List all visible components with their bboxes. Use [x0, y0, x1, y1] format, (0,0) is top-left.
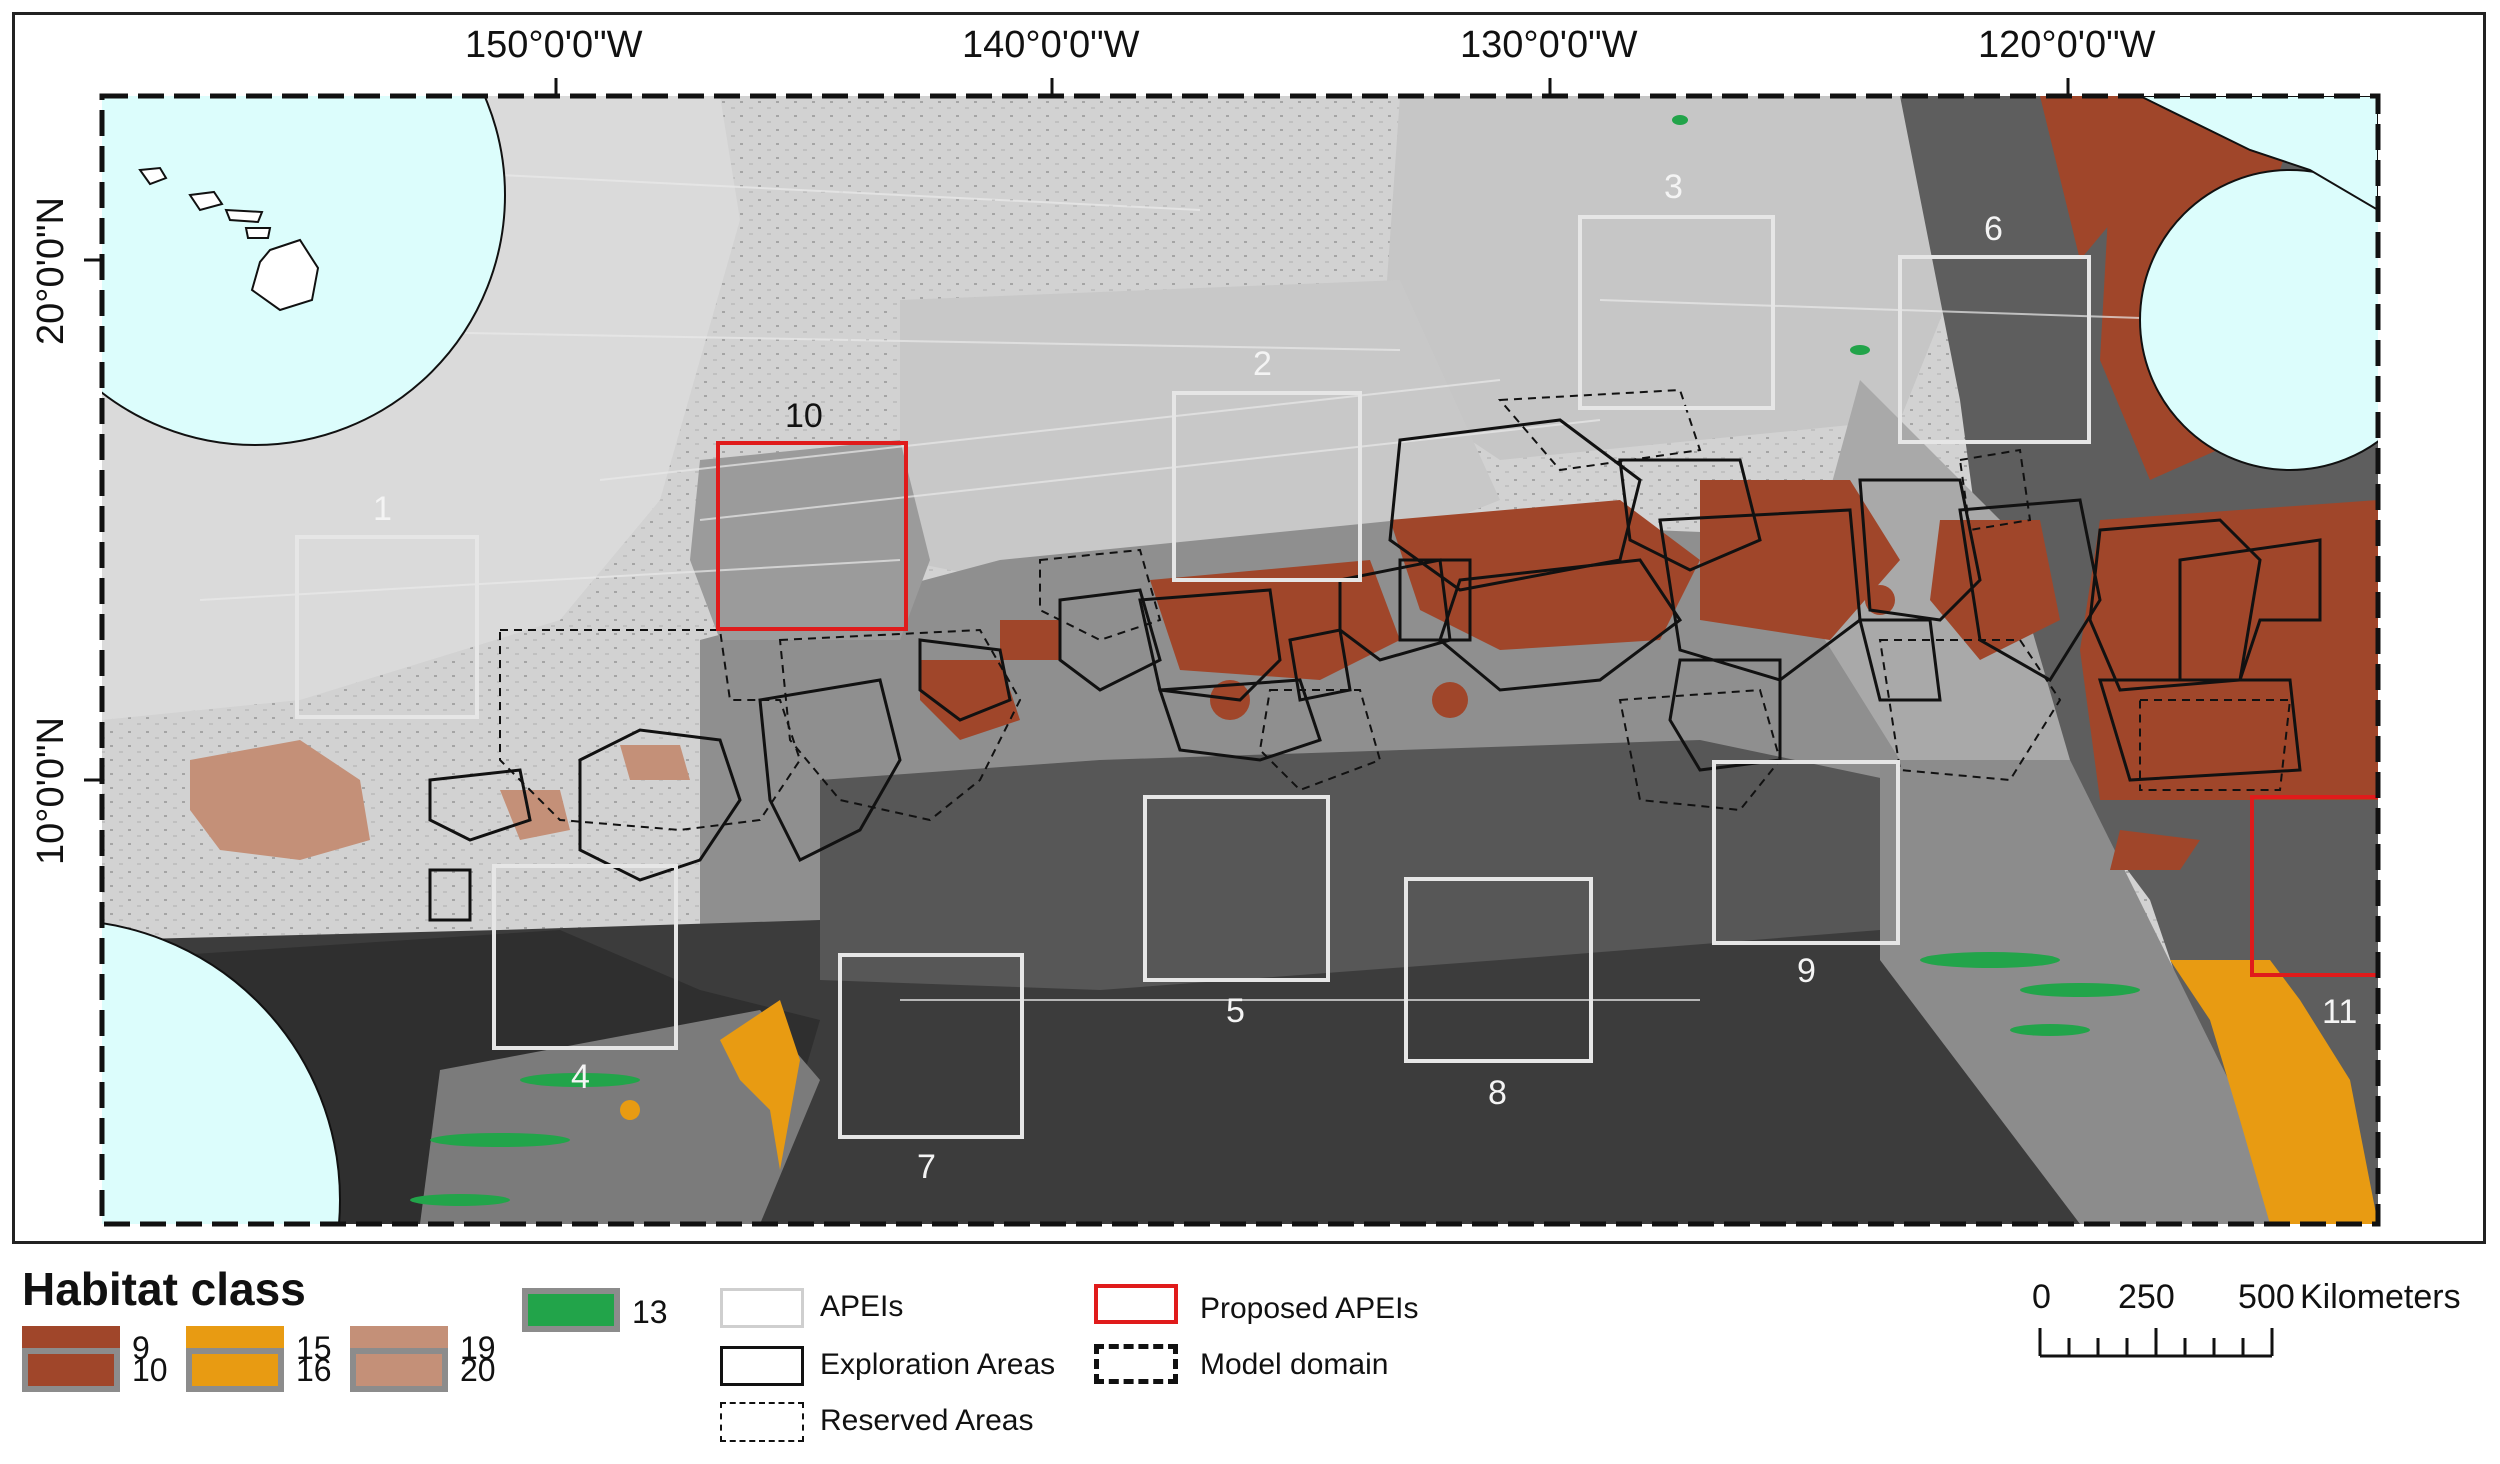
- apei-label-7: 7: [917, 1148, 936, 1186]
- model-domain-outline: [99, 93, 2381, 1227]
- latitude-label-20n: 20°0'0"N: [30, 197, 72, 345]
- legend-symbol-proposed-apeis: [1094, 1284, 1178, 1324]
- scale-bar-ruler: [2038, 1328, 2274, 1358]
- legend-label-reserved-areas: Reserved Areas: [820, 1404, 1034, 1437]
- legend-swatch-class-20: [350, 1348, 448, 1392]
- scale-tick-label-500: 500: [2238, 1278, 2295, 1316]
- apei-label-3: 3: [1664, 168, 1683, 206]
- legend-label-class-13: 13: [632, 1294, 668, 1330]
- legend-swatch-class-16: [186, 1348, 284, 1392]
- legend-swatch-class-10: [22, 1348, 120, 1392]
- legend-symbol-exploration-areas: [720, 1346, 804, 1386]
- longitude-label-120w: 120°0'0"W: [1978, 24, 2156, 66]
- legend-label-class-9: 9: [132, 1330, 150, 1366]
- legend-label-class-20: 20: [460, 1352, 496, 1388]
- apei-label-10: 10: [785, 397, 823, 435]
- legend-label-apeis: APEIs: [820, 1290, 904, 1323]
- apei-label-11: 11: [2322, 993, 2358, 1031]
- legend-label-class-15: 15: [296, 1330, 332, 1366]
- legend-swatch-class-13: [522, 1288, 620, 1332]
- scale-tick-label-250: 250: [2118, 1278, 2175, 1316]
- apei-label-1: 1: [373, 490, 392, 528]
- legend-symbol-model-domain: [1094, 1344, 1178, 1384]
- apei-label-2: 2: [1253, 345, 1272, 383]
- legend-symbol-reserved-areas: [720, 1402, 804, 1442]
- longitude-label-130w: 130°0'0"W: [1460, 24, 1638, 66]
- latitude-label-10n: 10°0'0"N: [30, 717, 72, 865]
- scale-unit-label: Kilometers: [2300, 1278, 2461, 1316]
- legend-label-proposed-apeis: Proposed APEIs: [1200, 1292, 1419, 1325]
- exploration-areas: [428, 418, 2322, 922]
- longitude-label-140w: 140°0'0"W: [962, 24, 1140, 66]
- apei-label-9: 9: [1797, 952, 1816, 990]
- apei-label-5: 5: [1226, 992, 1245, 1030]
- legend-title: Habitat class: [22, 1263, 306, 1315]
- legend-label-class-16: 16: [296, 1352, 332, 1388]
- habitat-class-13-patches: [410, 115, 2140, 1206]
- apei-label-8: 8: [1488, 1074, 1507, 1112]
- legend-label-class-19: 19: [460, 1330, 496, 1366]
- legend-label-model-domain: Model domain: [1200, 1348, 1389, 1381]
- longitude-label-150w: 150°0'0"W: [465, 24, 643, 66]
- legend-label-exploration-areas: Exploration Areas: [820, 1348, 1056, 1381]
- proposed-apei-boxes: [716, 441, 2378, 977]
- apei-label-4: 4: [571, 1058, 590, 1096]
- legend-symbol-apeis: [720, 1288, 804, 1328]
- scale-tick-label-0: 0: [2032, 1278, 2051, 1316]
- apei-label-6: 6: [1984, 210, 2003, 248]
- hawaii-islands: [138, 166, 320, 312]
- land-buffer-zones: [102, 96, 2378, 1224]
- habitat-raster: [102, 96, 2378, 1224]
- habitat-class-15-patches: [620, 960, 2378, 1224]
- map-canvas: [84, 78, 2381, 1227]
- graticule-ticks: [84, 78, 2070, 782]
- apei-boxes: [295, 215, 2091, 1139]
- legend-label-class-10: 10: [132, 1352, 168, 1388]
